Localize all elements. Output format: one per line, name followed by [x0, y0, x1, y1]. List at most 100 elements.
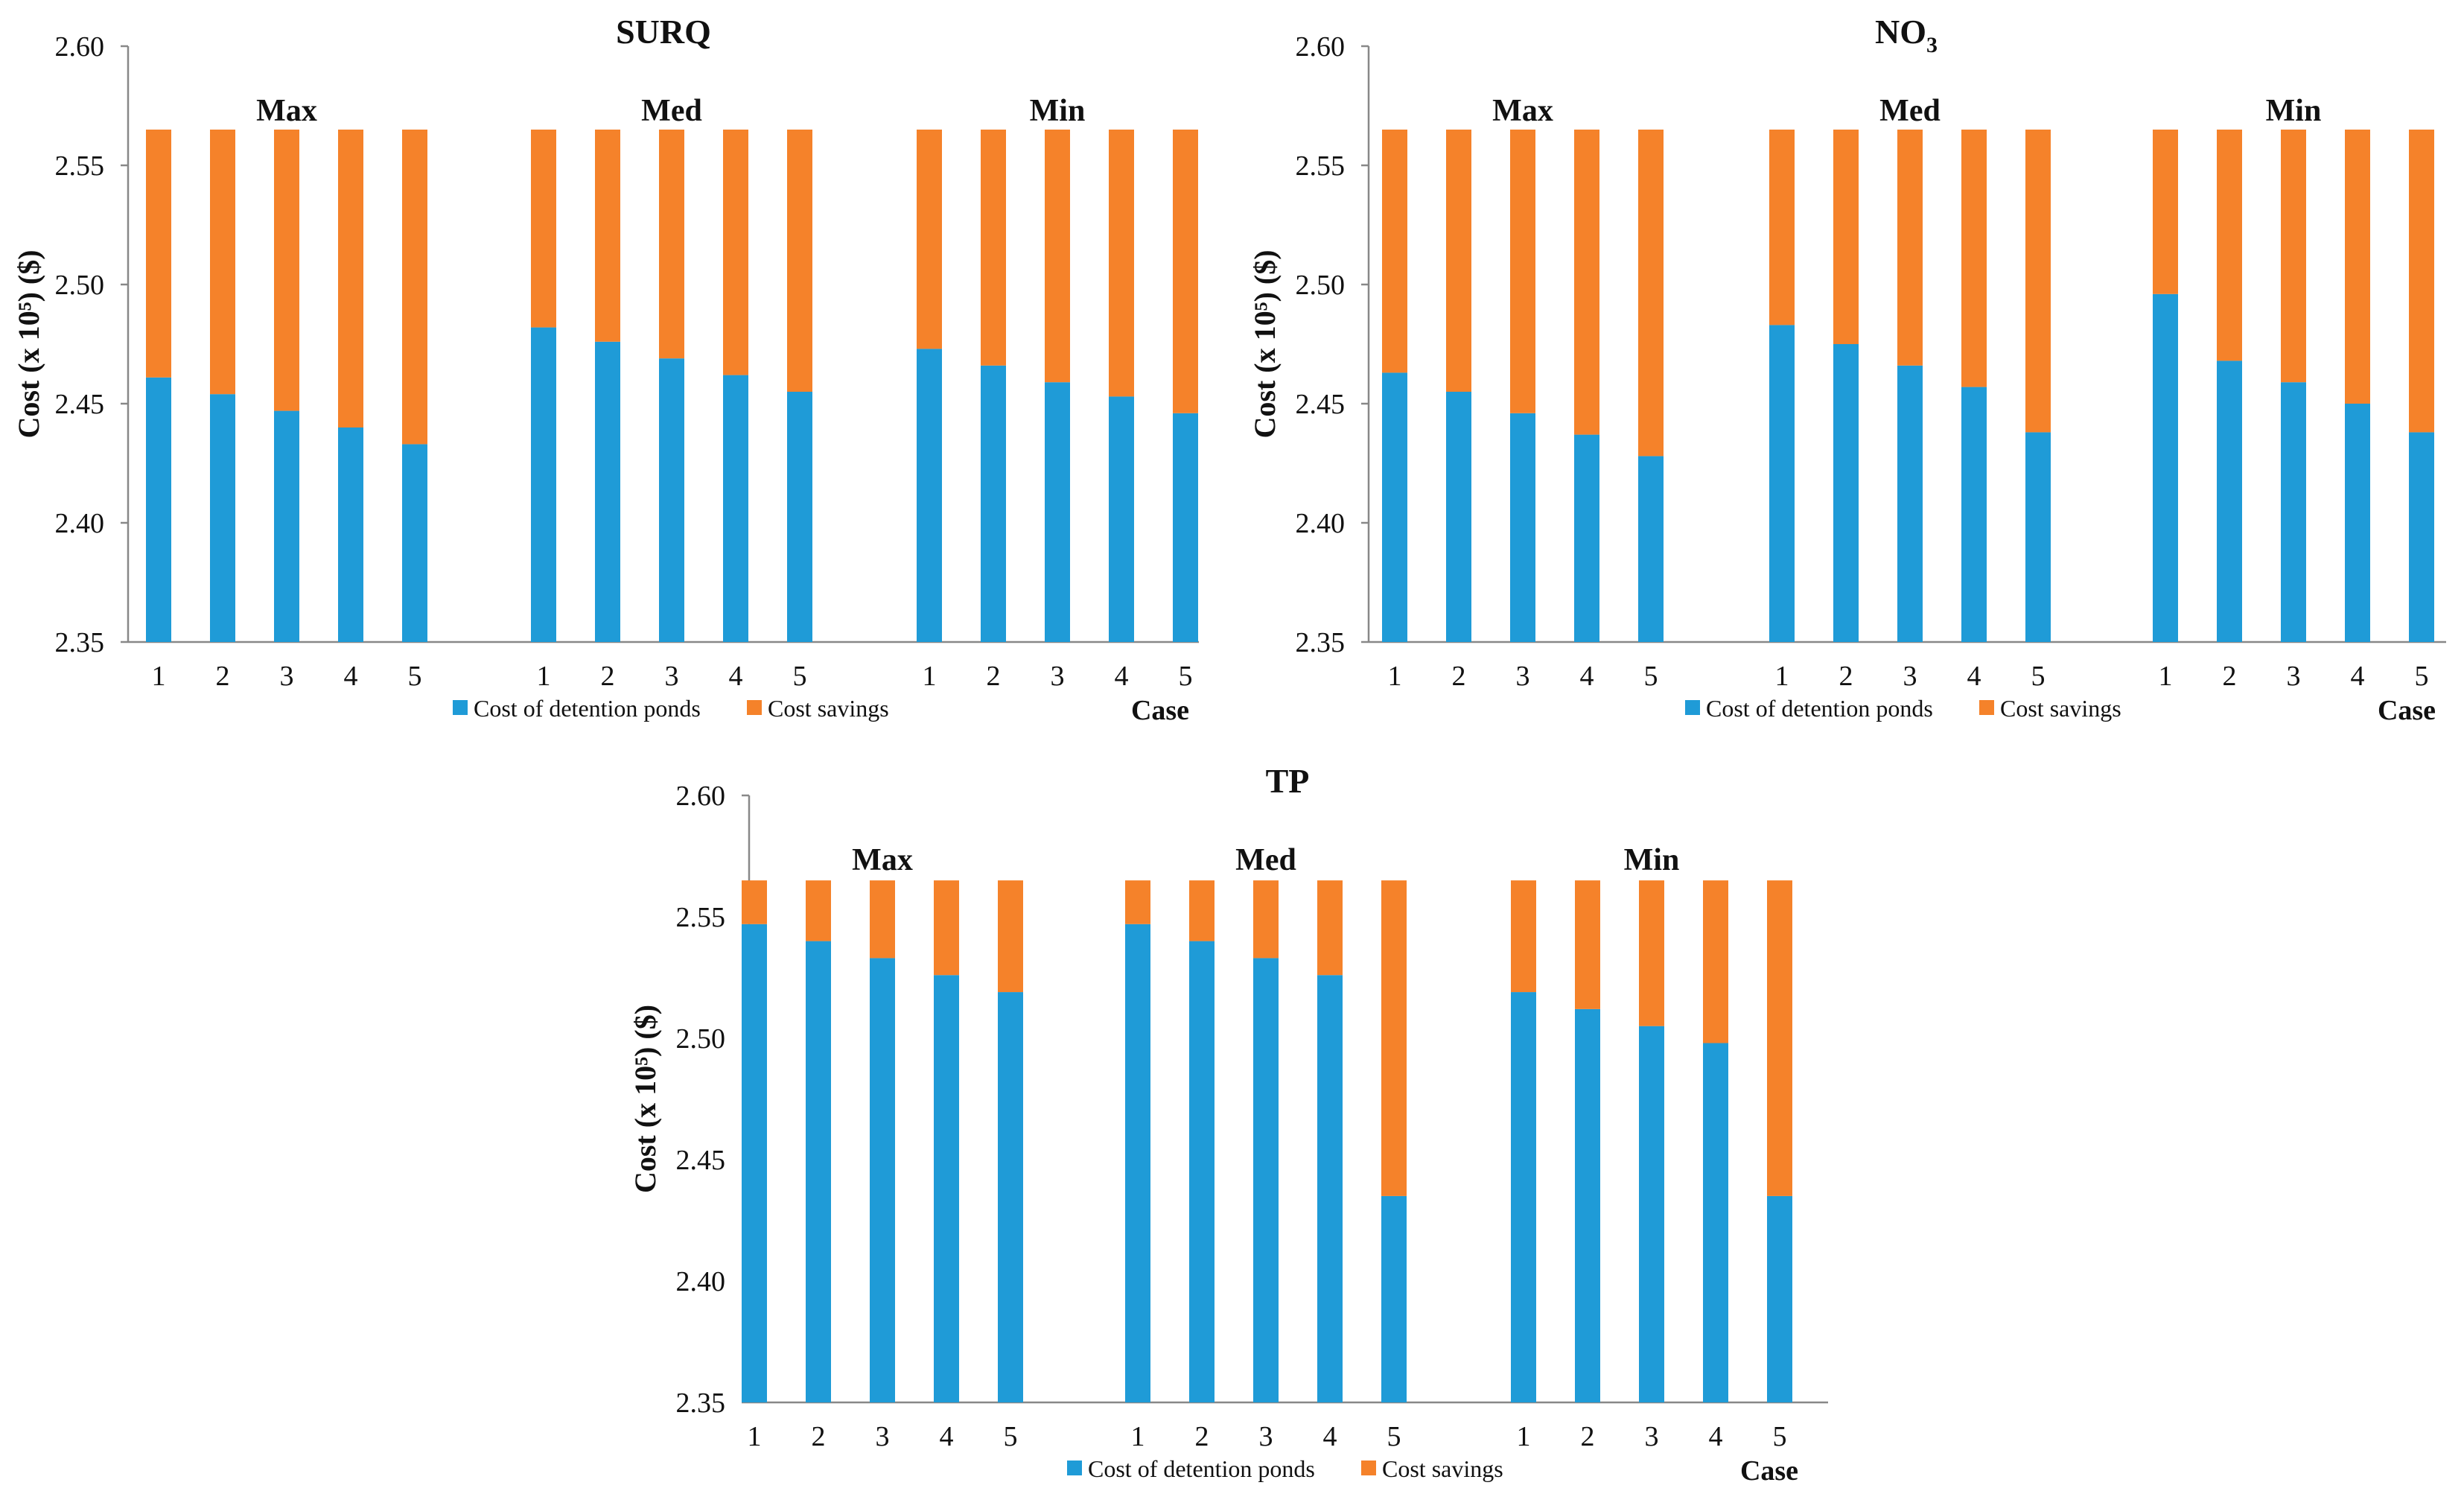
x-axis-label: Case: [1740, 1455, 1798, 1487]
x-tick-label: 5: [1773, 1421, 1787, 1452]
y-tick-label: 2.55: [1296, 150, 1346, 182]
bar-savings: [1045, 130, 1070, 383]
bar-detention: [723, 375, 748, 642]
y-tick-label: 2.50: [676, 1023, 726, 1055]
x-tick-label: 4: [729, 661, 743, 692]
x-tick-label: 3: [665, 661, 679, 692]
y-tick-label: 2.55: [676, 902, 726, 933]
legend-label-detention: Cost of detention ponds: [1706, 695, 1933, 722]
y-tick-label: 2.50: [55, 270, 105, 301]
chart-title: SURQ: [616, 13, 711, 51]
y-tick-label: 2.35: [1296, 627, 1346, 658]
x-tick-label: 4: [940, 1421, 954, 1452]
bar-detention: [274, 410, 299, 642]
x-tick-label: 3: [280, 661, 294, 692]
legend-label-detention: Cost of detention ponds: [1088, 1455, 1315, 1482]
bar-savings: [274, 130, 299, 411]
bar-detention: [1961, 387, 1987, 642]
chart-title: TP: [1266, 762, 1310, 800]
x-tick-label: 4: [1580, 661, 1594, 692]
bar-savings: [1446, 130, 1471, 392]
bar-savings: [787, 130, 812, 392]
bar-savings: [1639, 880, 1664, 1026]
bar-savings: [917, 130, 942, 349]
legend-label-savings: Cost savings: [768, 695, 889, 722]
y-axis-label: Cost (x 10⁵) ($): [628, 1005, 662, 1193]
x-tick-label: 3: [1645, 1421, 1659, 1452]
chart-panel-3: 2.35 2.40 2.45 2.50 2.55 2.60 Cost (x 10⁵) ($)…: [628, 762, 1828, 1487]
bar-savings: [1125, 880, 1150, 924]
bar-savings: [2409, 130, 2434, 433]
bar-detention: [1381, 1195, 1407, 1402]
x-tick-label: 5: [2031, 661, 2046, 692]
group-label-med: Med: [1235, 843, 1296, 877]
x-tick-label: 2: [1195, 1421, 1209, 1452]
bar-detention: [1769, 325, 1795, 642]
bar-detention: [2025, 432, 2051, 642]
bar-detention: [998, 992, 1023, 1402]
bar-detention: [1382, 372, 1407, 642]
bar-detention: [917, 349, 942, 642]
bar-detention: [1897, 365, 1923, 642]
x-tick-label: 3: [876, 1421, 890, 1452]
bar-savings: [1767, 880, 1792, 1196]
bar-detention: [1125, 924, 1150, 1402]
bar-savings: [1961, 130, 1987, 387]
bar-detention: [2281, 382, 2306, 642]
x-tick-label: 1: [1775, 661, 1789, 692]
x-tick-label: 2: [812, 1421, 826, 1452]
bar-detention: [2345, 404, 2370, 642]
bar-detention: [1109, 396, 1134, 642]
y-tick-label: 2.45: [55, 389, 105, 420]
chart-panel-1: 2.35 2.40 2.45 2.50 2.55 2.60 Cost (x 10⁵) ($)…: [12, 13, 1199, 726]
bar-detention: [742, 924, 767, 1402]
bar-detention: [531, 327, 556, 642]
y-tick-label: 2.40: [55, 508, 105, 539]
bar-savings: [1769, 130, 1795, 325]
bar-savings: [934, 880, 959, 976]
group-label-max: Max: [852, 843, 913, 877]
x-tick-label: 1: [748, 1421, 762, 1452]
y-tick-label: 2.60: [676, 781, 726, 812]
bar-savings: [998, 880, 1023, 993]
x-tick-label: 5: [1387, 1421, 1401, 1452]
y-tick-label: 2.40: [1296, 508, 1346, 539]
x-tick-label: 4: [1709, 1421, 1723, 1452]
x-tick-label: 2: [2223, 661, 2237, 692]
bar-detention: [1767, 1195, 1792, 1402]
bar-detention: [1638, 456, 1664, 642]
bar-savings: [2025, 130, 2051, 433]
bar-detention: [659, 358, 684, 642]
bar-detention: [1189, 941, 1215, 1402]
x-axis-label: Case: [1131, 695, 1189, 726]
bar-savings: [338, 130, 363, 428]
bar-detention: [1575, 1008, 1600, 1402]
x-tick-label: 1: [923, 661, 937, 692]
bar-savings: [806, 880, 831, 941]
bar-savings: [1382, 130, 1407, 373]
bar-detention: [2217, 360, 2242, 642]
y-tick-label: 2.35: [55, 627, 105, 658]
bar-detention: [402, 444, 427, 642]
bar-savings: [1189, 880, 1215, 941]
bar-savings: [146, 130, 171, 378]
legend-label-detention: Cost of detention ponds: [474, 695, 701, 722]
bar-detention: [981, 365, 1006, 642]
bar-savings: [1510, 130, 1535, 413]
bar-detention: [1045, 382, 1070, 642]
bar-savings: [1253, 880, 1279, 959]
bar-savings: [2217, 130, 2242, 361]
x-tick-label: 4: [1323, 1421, 1337, 1452]
group-label-min: Min: [2266, 94, 2322, 128]
group-label-min: Min: [1030, 94, 1086, 128]
bar-detention: [787, 392, 812, 642]
x-tick-label: 5: [793, 661, 807, 692]
bar-detention: [1574, 434, 1599, 642]
x-tick-label: 4: [344, 661, 358, 692]
bar-savings: [1833, 130, 1859, 344]
bar-detention: [595, 341, 620, 642]
x-tick-label: 2: [601, 661, 615, 692]
y-axis-label: Cost (x 10⁵) ($): [1248, 250, 1282, 438]
x-tick-label: 2: [1581, 1421, 1595, 1452]
